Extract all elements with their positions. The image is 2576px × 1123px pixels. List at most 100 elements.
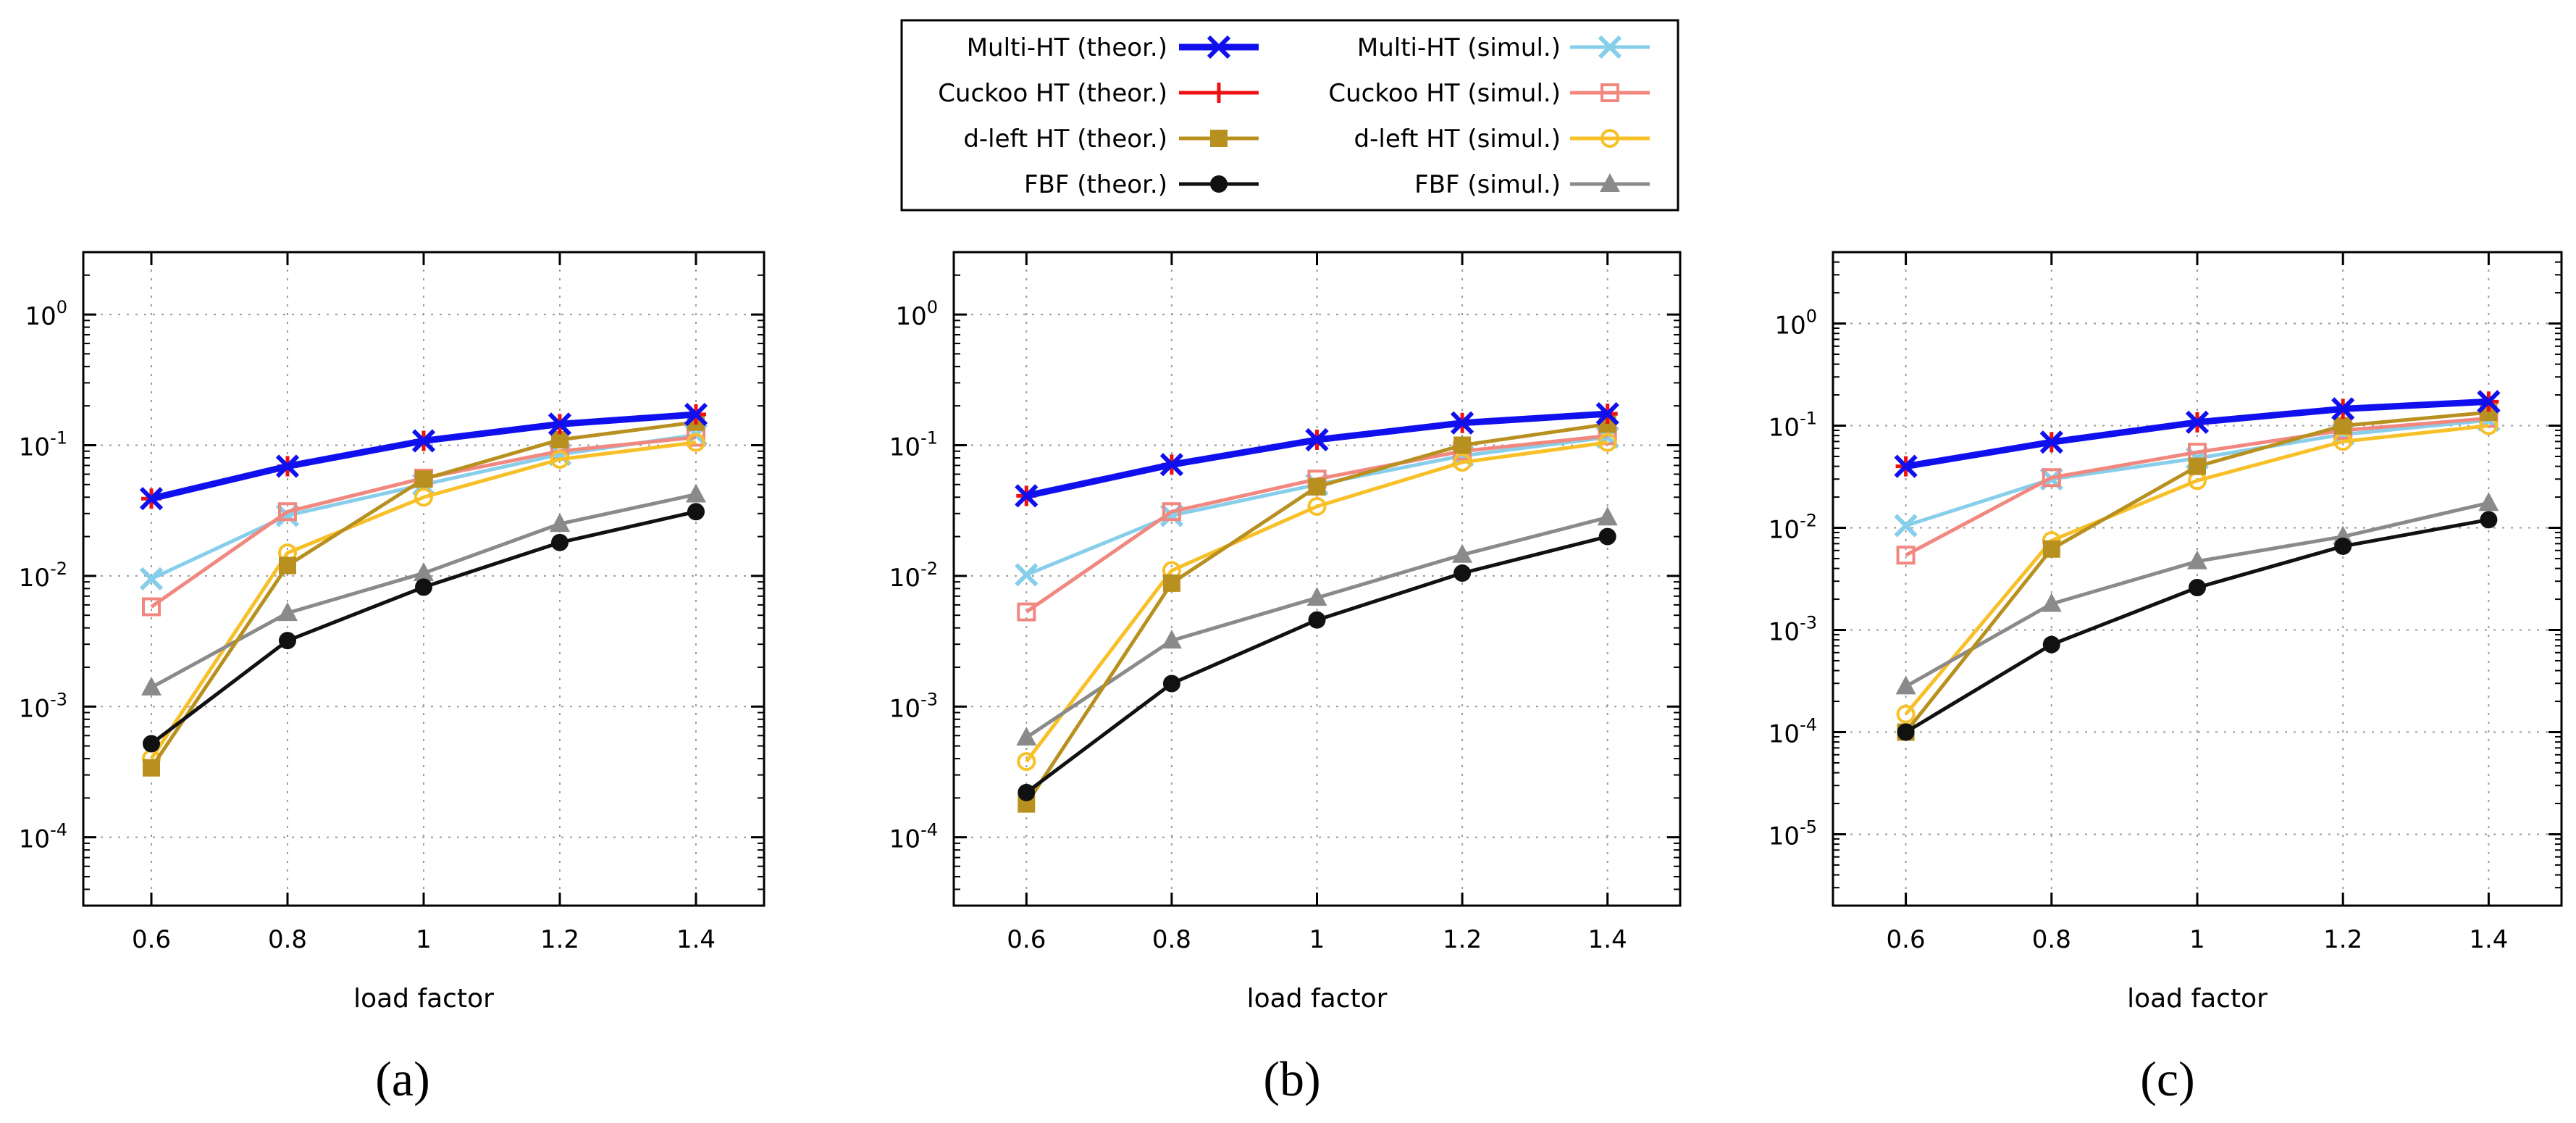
y-tick-label: 10-4 — [889, 820, 938, 854]
legend-label-fbf_theor: FBF (theor.) — [1024, 170, 1167, 199]
panel-label: (a) — [375, 1051, 429, 1106]
chart-panel-c: 100 10-1 10-2 10-3 10-4 10-5 0.6 0.8 1 1.2 1.4 load… — [1769, 251, 2563, 1106]
series-fbf_theor — [143, 503, 705, 753]
series-dleft_simul — [1017, 433, 1617, 772]
data-point-fbf_simul — [686, 483, 706, 503]
series-fbf_simul — [141, 483, 706, 696]
data-point-multi_theor — [1159, 453, 1184, 477]
data-point-fbf_theor — [2334, 537, 2352, 555]
legend-marker-cuckoo_theor — [1209, 83, 1229, 103]
y-tick-label: 100 — [895, 297, 938, 331]
data-point-dleft_theor — [2042, 540, 2060, 558]
data-point-dleft_simul — [414, 488, 433, 507]
y-tick-label: 100 — [1774, 306, 1817, 341]
data-point-fbf_theor — [415, 578, 432, 596]
data-point-dleft_simul — [1017, 752, 1036, 772]
legend: Multi-HT (theor.) Cuckoo HT (theor.) d-lef… — [900, 19, 1679, 212]
y-tick-label: 10-2 — [889, 559, 938, 593]
x-tick-label: 1.2 — [1443, 925, 1482, 954]
data-point-dleft_theor — [415, 470, 432, 488]
data-point-fbf_simul — [1016, 726, 1037, 746]
legend-marker-fbf_simul — [1600, 173, 1620, 192]
series-fbf_theor — [1018, 527, 1616, 801]
data-point-fbf_theor — [551, 533, 569, 551]
data-point-fbf_simul — [1161, 630, 1182, 649]
plot-frame — [952, 251, 1682, 907]
data-point-multi_theor — [2331, 397, 2355, 421]
x-tick-label: 1.2 — [540, 925, 579, 954]
data-point-multi_theor — [1450, 411, 1474, 435]
panel-label: (c) — [2140, 1051, 2194, 1106]
data-point-dleft_theor — [2334, 417, 2352, 435]
x-tick-label: 0.6 — [1007, 925, 1046, 954]
data-point-fbf_simul — [550, 513, 570, 533]
data-point-cuckoo_simul — [1162, 502, 1181, 522]
y-tick-label: 10-1 — [1769, 409, 1817, 443]
data-point-multi_simul — [1015, 563, 1039, 587]
data-point-dleft_theor — [2189, 457, 2206, 475]
data-point-fbf_simul — [2041, 593, 2062, 612]
x-tick-label: 1 — [1309, 925, 1325, 954]
legend-label-multi_theor: Multi-HT (theor.) — [967, 33, 1167, 62]
data-point-fbf_theor — [143, 735, 160, 753]
data-point-multi_theor — [1305, 427, 1329, 452]
data-point-multi_theor — [411, 429, 436, 453]
data-point-multi_theor — [139, 487, 164, 511]
data-point-fbf_simul — [414, 562, 434, 582]
x-tick-label: 0.8 — [1152, 925, 1191, 954]
legend-marker-dleft_theor — [1210, 130, 1228, 147]
x-tick-label: 0.8 — [2032, 925, 2071, 954]
data-point-fbf_simul — [2478, 492, 2499, 512]
series-dleft_simul — [142, 433, 705, 769]
data-point-dleft_theor — [1308, 477, 1326, 496]
data-point-multi_theor — [1894, 454, 1918, 478]
data-point-fbf_theor — [1018, 783, 1036, 801]
legend-label-cuckoo_simul: Cuckoo HT (simul.) — [1328, 79, 1561, 108]
data-point-dleft_theor — [143, 759, 160, 777]
data-point-multi_simul — [139, 567, 164, 591]
y-tick-label: 10-1 — [19, 427, 67, 462]
data-point-multi_theor — [2477, 390, 2501, 414]
panel-label: (b) — [1263, 1051, 1320, 1106]
legend-label-cuckoo_theor: Cuckoo HT (theor.) — [938, 79, 1167, 108]
data-point-fbf_simul — [1597, 506, 1618, 526]
data-point-cuckoo_simul — [1017, 602, 1036, 622]
data-point-fbf_simul — [2187, 550, 2207, 569]
data-point-fbf_theor — [1897, 723, 1915, 741]
y-tick-label: 10-3 — [889, 689, 938, 723]
x-tick-label: 1.4 — [676, 925, 716, 954]
x-axis-label: load factor — [2127, 984, 2267, 1014]
data-point-multi_simul — [1894, 514, 1918, 538]
series-fbf_simul — [1016, 506, 1618, 746]
legend-marker-fbf_theor — [1210, 175, 1228, 193]
series-line-cuckoo_simul — [1905, 416, 2489, 557]
series-line-dleft_simul — [1025, 441, 1608, 763]
data-point-fbf_theor — [1308, 611, 1326, 629]
data-point-cuckoo_simul — [2042, 468, 2061, 488]
y-tick-label: 100 — [25, 297, 67, 331]
legend-marker-multi_simul — [1598, 35, 1622, 59]
legend-label-multi_simul: Multi-HT (simul.) — [1357, 33, 1561, 62]
x-tick-label: 0.6 — [132, 925, 171, 954]
x-tick-label: 1.4 — [2469, 925, 2508, 954]
x-tick-label: 1.2 — [2323, 925, 2362, 954]
data-point-fbf_theor — [2480, 511, 2498, 529]
data-point-fbf_simul — [141, 676, 161, 696]
x-tick-label: 1 — [2189, 925, 2205, 954]
data-point-dleft_simul — [1307, 496, 1327, 516]
data-point-multi_theor — [547, 412, 572, 436]
series-multi_theor — [1894, 390, 2501, 478]
x-tick-label: 1 — [416, 925, 432, 954]
data-point-dleft_theor — [279, 556, 296, 575]
data-point-dleft_simul — [1896, 704, 1916, 724]
x-tick-label: 1.4 — [1588, 925, 1627, 954]
y-tick-label: 10-3 — [19, 689, 67, 723]
data-point-dleft_theor — [1162, 574, 1180, 592]
y-tick-label: 10-4 — [19, 820, 67, 854]
data-point-multi_theor — [2185, 410, 2210, 434]
legend-marker-multi_theor — [1207, 35, 1231, 59]
data-point-fbf_theor — [1598, 527, 1616, 546]
data-point-dleft_simul — [550, 449, 569, 469]
y-tick-label: 10-2 — [1769, 511, 1817, 545]
data-point-cuckoo_simul — [142, 597, 161, 617]
